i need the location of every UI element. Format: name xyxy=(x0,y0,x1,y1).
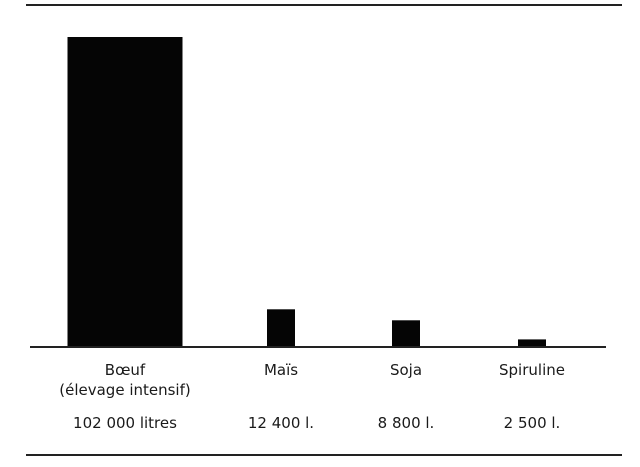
value-label-3: 2 500 l. xyxy=(504,414,561,432)
category-label-3: Spiruline xyxy=(499,361,565,379)
bars-group xyxy=(67,37,546,347)
value-label-1: 12 400 l. xyxy=(248,414,314,432)
category-label-1: Maïs xyxy=(264,361,298,379)
bar-1 xyxy=(267,309,295,347)
bar-3 xyxy=(518,339,546,347)
value-label-2: 8 800 l. xyxy=(378,414,435,432)
category-label-2: Soja xyxy=(390,361,422,379)
category-label-0-line-0: Bœuf xyxy=(105,361,146,379)
category-label-0-line-1: (élevage intensif) xyxy=(59,381,190,399)
bar-2 xyxy=(392,320,420,347)
bar-0 xyxy=(67,37,183,347)
value-label-0: 102 000 litres xyxy=(73,414,177,432)
labels-group: Bœuf (élevage intensif) Maïs Soja Spiruline 1… xyxy=(59,361,565,432)
